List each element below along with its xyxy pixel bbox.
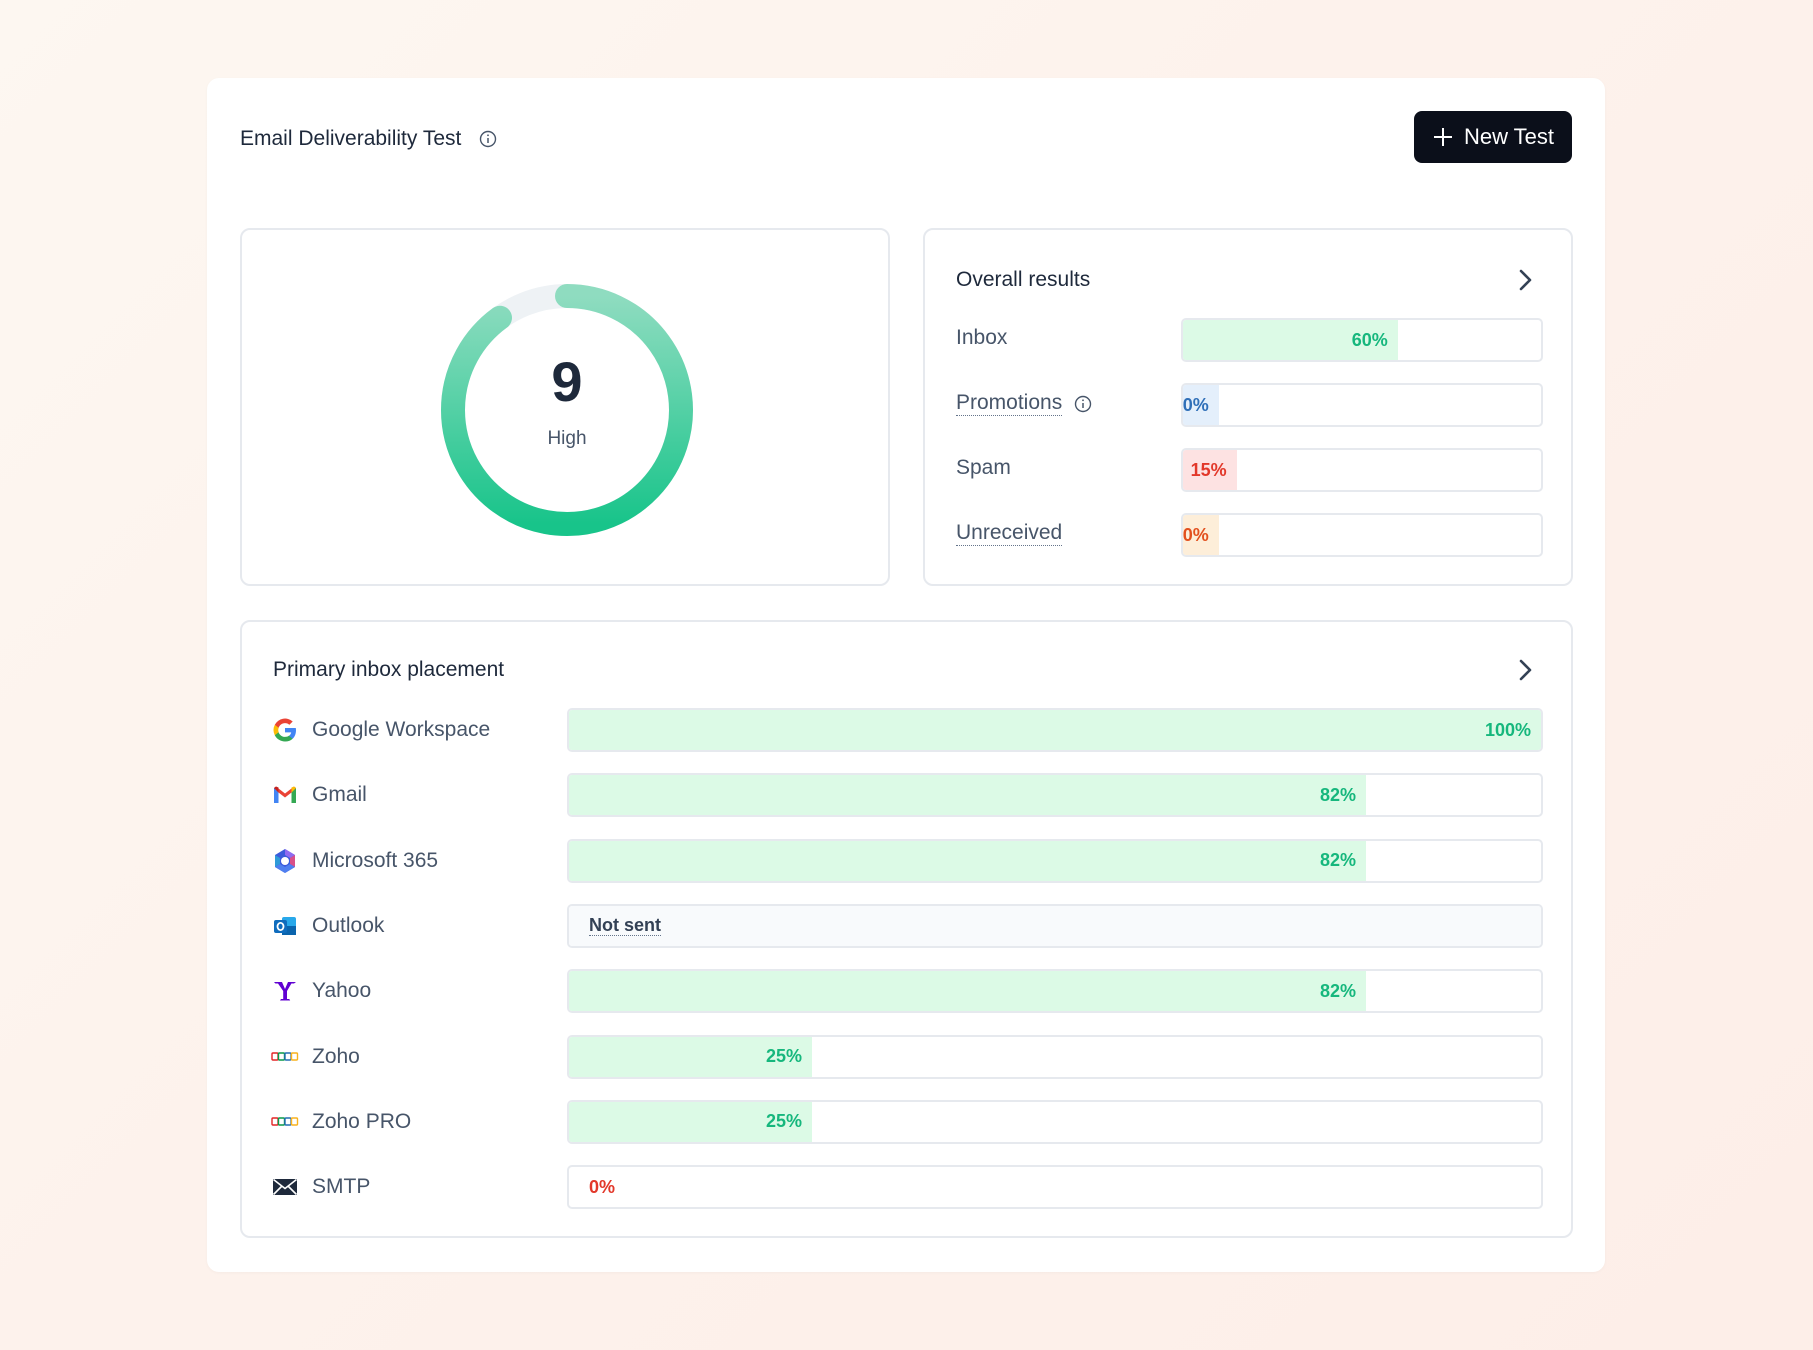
result-label-inbox: Inbox bbox=[956, 326, 1007, 350]
placement-title: Primary inbox placement bbox=[273, 658, 505, 681]
result-label-promotions[interactable]: Promotions bbox=[956, 391, 1092, 416]
provider-smtp: SMTP bbox=[271, 1165, 370, 1209]
result-label-text: Spam bbox=[956, 456, 1011, 479]
outlook-icon bbox=[271, 912, 299, 940]
result-label-text: Unreceived bbox=[956, 521, 1063, 546]
deliverability-panel: Email Deliverability Test New Test bbox=[207, 78, 1605, 1272]
gauge-arc bbox=[441, 284, 693, 536]
placement-value: 0% bbox=[589, 1176, 616, 1197]
provider-zoho-pro: Zoho PRO bbox=[271, 1100, 411, 1144]
zoho-icon bbox=[271, 1108, 299, 1136]
info-circle-icon[interactable] bbox=[1074, 395, 1092, 413]
placement-bar-google-workspace: 100% bbox=[567, 708, 1543, 752]
result-bar-fill: 10% bbox=[1183, 385, 1219, 425]
placement-bar-zoho-pro: 25% bbox=[567, 1099, 1543, 1144]
result-bar-unreceived: 10% bbox=[1181, 513, 1543, 557]
placement-value: 100% bbox=[1484, 719, 1531, 740]
result-bar-spam: 15% bbox=[1181, 448, 1543, 492]
provider-zoho: Zoho bbox=[271, 1035, 360, 1079]
result-value: 60% bbox=[1351, 329, 1388, 350]
placement-bar-fill: 82% bbox=[569, 840, 1367, 881]
new-test-button[interactable]: New Test bbox=[1414, 111, 1572, 163]
not-sent-status[interactable]: Not sent bbox=[569, 905, 1541, 946]
placement-value: 82% bbox=[1320, 850, 1357, 871]
microsoft-365-icon bbox=[271, 847, 299, 875]
overall-results-title: Overall results bbox=[956, 268, 1091, 291]
placement-bar-fill: 25% bbox=[569, 1101, 812, 1142]
provider-name: Zoho bbox=[312, 1044, 360, 1068]
page-title: Email Deliverability Test bbox=[240, 127, 462, 150]
provider-name: Google Workspace bbox=[312, 718, 491, 741]
plus-icon bbox=[1433, 128, 1452, 146]
placement-bar-yahoo: 82% bbox=[567, 969, 1543, 1014]
result-label-text: Promotions bbox=[956, 391, 1063, 416]
envelope-icon bbox=[271, 1173, 299, 1201]
placement-bar-fill: 25% bbox=[569, 1036, 812, 1077]
result-bar-fill: 10% bbox=[1183, 515, 1219, 555]
chevron-right-icon[interactable] bbox=[1515, 268, 1535, 292]
score-card: 9 High bbox=[240, 228, 890, 586]
primary-inbox-placement-card: Primary inbox placement Google Workspace… bbox=[240, 620, 1573, 1238]
result-label-unreceived[interactable]: Unreceived bbox=[956, 521, 1063, 546]
provider-outlook: Outlook bbox=[271, 904, 384, 948]
provider-name: Yahoo bbox=[312, 979, 372, 1003]
placement-value: 25% bbox=[765, 1046, 802, 1066]
overall-results-card: Overall results Inbox 60% Promotions 10% Spa… bbox=[923, 228, 1573, 586]
gmail-icon bbox=[271, 781, 299, 809]
new-test-label: New Test bbox=[1463, 124, 1555, 149]
provider-name: SMTP bbox=[312, 1175, 371, 1199]
score-gauge bbox=[441, 284, 693, 536]
provider-yahoo: Yahoo bbox=[271, 969, 371, 1013]
provider-name: Zoho PRO bbox=[312, 1109, 412, 1133]
result-label-spam: Spam bbox=[956, 456, 1011, 480]
placement-bar-smtp: 0% bbox=[567, 1165, 1543, 1210]
google-icon bbox=[271, 716, 299, 744]
placement-bar-fill: 100% bbox=[569, 710, 1541, 750]
score-label: High bbox=[547, 428, 587, 449]
placement-bar-outlook: Not sent bbox=[567, 903, 1543, 948]
placement-value: 82% bbox=[1320, 980, 1357, 1001]
placement-bar-zoho: 25% bbox=[567, 1034, 1543, 1079]
provider-name: Gmail bbox=[312, 783, 367, 807]
placement-bar-gmail: 82% bbox=[567, 773, 1543, 818]
result-bar-fill: 15% bbox=[1183, 450, 1237, 490]
provider-name: Outlook bbox=[312, 913, 385, 937]
placement-bar-fill: 82% bbox=[569, 775, 1367, 816]
zoho-icon bbox=[271, 1043, 299, 1071]
result-value: 15% bbox=[1190, 459, 1227, 480]
result-bar-inbox: 60% bbox=[1181, 318, 1543, 362]
placement-value: 25% bbox=[765, 1111, 802, 1132]
yahoo-icon bbox=[271, 977, 299, 1005]
not-sent-text: Not sent bbox=[589, 915, 661, 937]
provider-google-workspace: Google Workspace bbox=[271, 708, 490, 752]
placement-bar-fill: 82% bbox=[569, 971, 1367, 1012]
result-label-text: Inbox bbox=[956, 326, 1008, 349]
result-value: 10% bbox=[1182, 394, 1209, 415]
provider-microsoft-365: Microsoft 365 bbox=[271, 839, 438, 883]
page-header: Email Deliverability Test bbox=[240, 124, 497, 154]
placement-value: 82% bbox=[1320, 784, 1357, 805]
result-bar-fill: 60% bbox=[1183, 320, 1398, 360]
provider-gmail: Gmail bbox=[271, 773, 367, 817]
info-circle-icon[interactable] bbox=[479, 130, 497, 148]
placement-bar-microsoft-365: 82% bbox=[567, 838, 1543, 883]
result-bar-promotions: 10% bbox=[1181, 383, 1543, 427]
provider-name: Microsoft 365 bbox=[312, 848, 439, 872]
result-value: 10% bbox=[1182, 524, 1209, 545]
score-value: 9 bbox=[551, 350, 583, 413]
chevron-right-icon[interactable] bbox=[1515, 658, 1535, 682]
